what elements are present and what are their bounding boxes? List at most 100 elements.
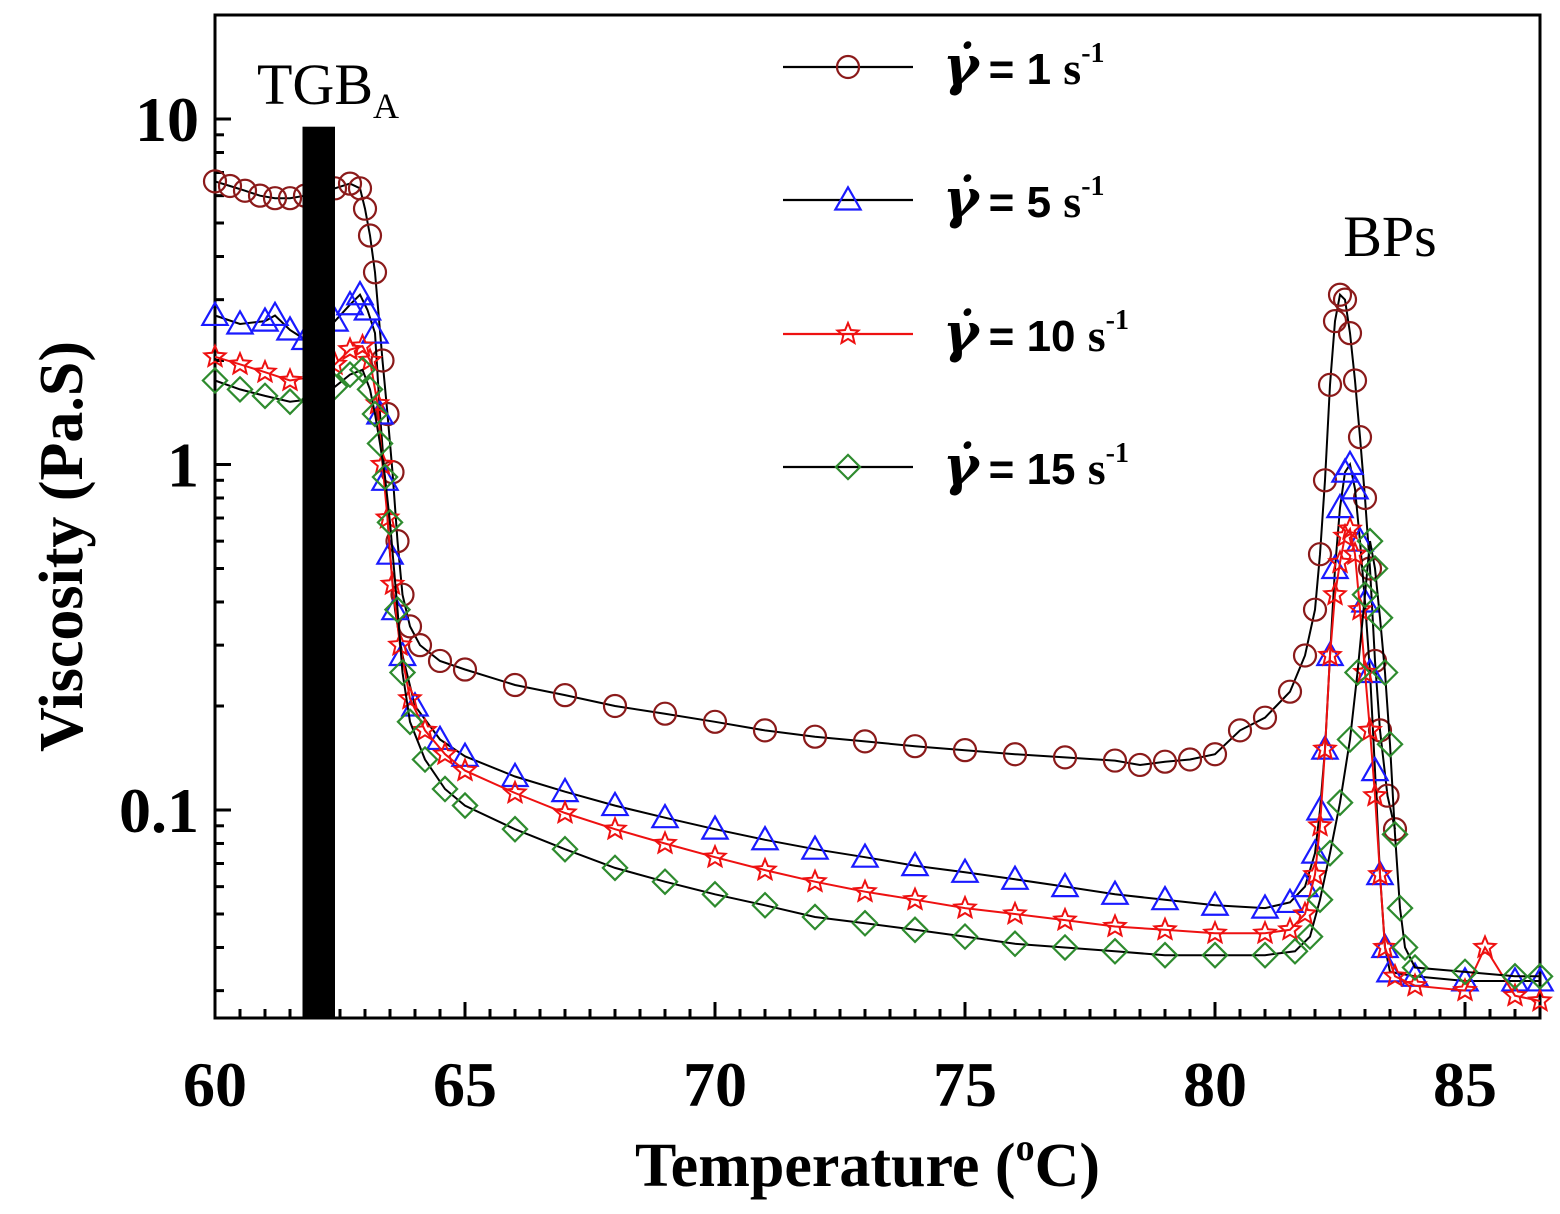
data-point xyxy=(1101,937,1129,965)
data-point xyxy=(751,856,779,882)
data-point xyxy=(1332,522,1358,548)
y-tick-label: 10 xyxy=(135,84,199,155)
x-tick-label: 70 xyxy=(683,1049,747,1120)
data-point xyxy=(902,734,928,759)
data-point xyxy=(701,880,729,908)
data-point xyxy=(217,173,243,199)
data-point xyxy=(357,223,383,248)
data-point xyxy=(1382,962,1408,988)
data-point xyxy=(1100,879,1130,905)
tgba-label: TGBA xyxy=(257,52,399,126)
data-point xyxy=(500,761,530,788)
legend-label: γ̇ = 5 s-1 xyxy=(943,166,1105,230)
x-tick-label: 85 xyxy=(1433,1049,1497,1120)
data-point xyxy=(366,429,394,458)
data-point xyxy=(277,186,303,211)
data-point xyxy=(1151,916,1179,941)
data-point xyxy=(1051,933,1079,962)
series-star xyxy=(201,332,1554,1013)
data-point xyxy=(1227,718,1253,743)
data-point xyxy=(390,582,415,607)
data-point xyxy=(1276,916,1304,941)
data-point xyxy=(1360,755,1390,782)
data-point xyxy=(551,835,579,863)
data-point xyxy=(1277,679,1303,704)
plot-border xyxy=(213,13,1542,1020)
data-point xyxy=(376,508,404,537)
data-point xyxy=(950,857,980,883)
data-point xyxy=(852,729,878,754)
legend-label: γ̇ = 15 s-1 xyxy=(943,433,1129,497)
data-point xyxy=(1526,987,1554,1013)
data-point xyxy=(601,815,629,841)
data-point xyxy=(1371,658,1399,687)
data-point xyxy=(251,358,279,384)
data-point xyxy=(1343,658,1372,687)
data-point xyxy=(1292,643,1318,668)
data-point xyxy=(337,335,363,361)
data-point xyxy=(452,657,478,682)
data-point xyxy=(1302,597,1328,622)
data-point xyxy=(1322,309,1348,334)
data-point xyxy=(226,375,254,404)
data-point xyxy=(1347,425,1373,450)
data-point xyxy=(802,724,828,749)
legend-marker xyxy=(834,453,862,481)
data-point xyxy=(851,909,879,937)
legend-item-diamond: γ̇ = 15 s-1 xyxy=(783,433,1129,497)
data-point xyxy=(552,683,578,708)
legend-marker xyxy=(834,320,862,346)
data-point xyxy=(1471,933,1499,959)
data-point xyxy=(451,791,479,820)
data-point xyxy=(1325,492,1355,519)
data-point xyxy=(1320,553,1350,580)
data-point xyxy=(801,868,829,893)
data-point xyxy=(700,814,730,840)
data-point xyxy=(1296,922,1324,951)
y-tick-label: 1 xyxy=(167,429,199,500)
data-point xyxy=(1502,982,1528,1007)
data-point xyxy=(201,343,229,368)
data-point xyxy=(650,802,680,829)
data-point xyxy=(1391,933,1419,962)
data-point xyxy=(1361,554,1389,583)
data-point xyxy=(1402,972,1428,997)
data-point xyxy=(1501,962,1529,990)
x-tick-label: 80 xyxy=(1183,1049,1247,1120)
data-point xyxy=(200,300,230,327)
data-point xyxy=(1200,890,1230,916)
data-point xyxy=(1526,962,1554,990)
data-point xyxy=(1102,748,1128,773)
data-point xyxy=(701,843,729,869)
data-point xyxy=(852,878,878,903)
data-point xyxy=(800,834,830,860)
axis-ticks xyxy=(213,13,1542,1018)
data-point xyxy=(1127,752,1153,778)
data-point xyxy=(1376,730,1404,758)
data-point xyxy=(336,360,364,389)
data-point xyxy=(752,718,778,743)
legend-marker xyxy=(835,54,861,80)
y-tick-label: 0.1 xyxy=(119,775,199,846)
data-point xyxy=(452,756,478,782)
data-point xyxy=(502,672,528,698)
data-point xyxy=(1000,864,1030,890)
data-point xyxy=(1177,747,1203,772)
data-point xyxy=(1101,912,1129,938)
data-point xyxy=(1312,468,1338,493)
data-point xyxy=(396,685,424,710)
data-point xyxy=(1316,641,1344,667)
data-point xyxy=(1337,321,1363,346)
data-point xyxy=(1451,958,1479,986)
data-point xyxy=(431,775,459,803)
data-point xyxy=(360,318,390,344)
data-point xyxy=(1001,930,1029,958)
data-point xyxy=(1306,812,1334,837)
data-point xyxy=(550,776,580,803)
data-point xyxy=(1150,884,1180,911)
data-point xyxy=(751,891,779,919)
data-point xyxy=(850,842,880,868)
legend-label: γ̇ = 1 s-1 xyxy=(943,33,1105,97)
